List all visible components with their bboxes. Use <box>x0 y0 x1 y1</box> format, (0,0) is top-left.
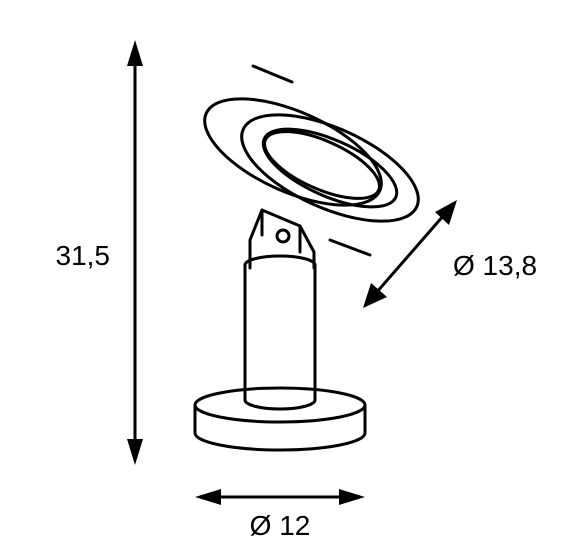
dim-height-label: 31,5 <box>56 240 111 271</box>
lamp-outline <box>190 66 433 450</box>
dimension-drawing: 31,5 Ø 12 Ø 13,8 <box>0 0 579 548</box>
dim-base-label: Ø 12 <box>250 510 311 541</box>
dim-base-diameter: Ø 12 <box>195 489 365 541</box>
dim-height: 31,5 <box>56 40 144 465</box>
dim-head-label: Ø 13,8 <box>453 250 537 281</box>
dim-head-diameter: Ø 13,8 <box>363 200 537 308</box>
